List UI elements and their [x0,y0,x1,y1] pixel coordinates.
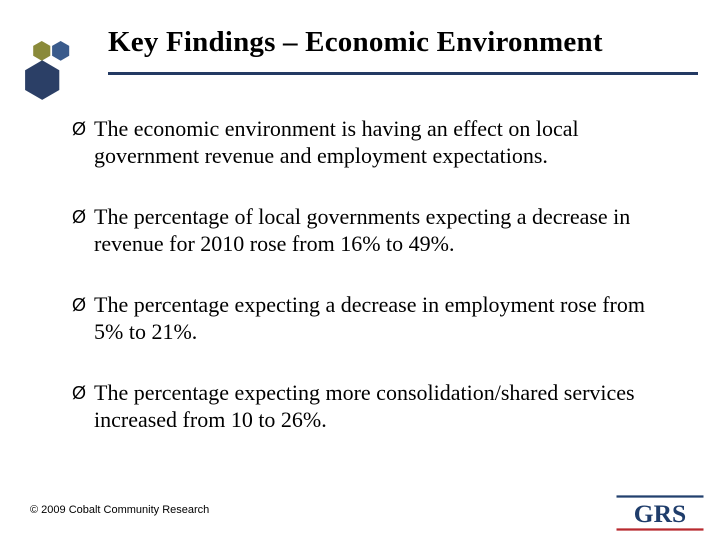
grs-logo-icon: GRS [614,492,706,534]
bullet-icon: Ø [72,203,94,231]
list-item: Ø The percentage expecting a decrease in… [72,291,672,345]
bullet-icon: Ø [72,291,94,319]
hex-dark-icon [25,60,59,100]
hex-blue-icon [52,41,69,61]
bullet-icon: Ø [72,115,94,143]
bullet-icon: Ø [72,379,94,407]
grs-text: GRS [634,499,686,528]
hex-olive-icon [33,41,50,61]
slide: Key Findings – Economic Environment Ø Th… [0,0,720,540]
bullet-list: Ø The economic environment is having an … [72,115,672,467]
bullet-text: The economic environment is having an ef… [94,115,672,169]
copyright-footer: © 2009 Cobalt Community Research [30,504,209,516]
hex-cluster-icon [8,18,98,108]
slide-title: Key Findings – Economic Environment [108,26,603,59]
list-item: Ø The percentage expecting more consolid… [72,379,672,433]
bullet-text: The percentage expecting more consolidat… [94,379,672,433]
list-item: Ø The economic environment is having an … [72,115,672,169]
list-item: Ø The percentage of local governments ex… [72,203,672,257]
title-underline [108,72,698,75]
bullet-text: The percentage of local governments expe… [94,203,672,257]
bullet-text: The percentage expecting a decrease in e… [94,291,672,345]
